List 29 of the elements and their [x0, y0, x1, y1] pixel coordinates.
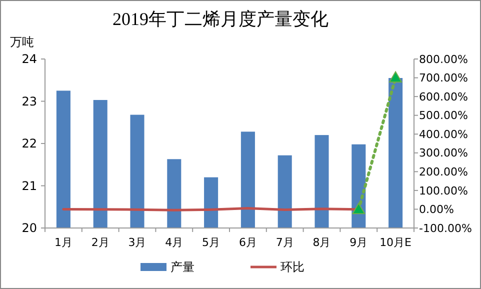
y-tick-label: 23: [22, 94, 37, 108]
legend-label: 产量: [170, 260, 194, 274]
chart-title: 2019年丁二烯月度产量变化: [112, 9, 328, 29]
x-tick-label: 7月: [276, 236, 294, 249]
y2-tick-label: 100.00%: [419, 184, 468, 198]
y-axis-title: 万吨: [10, 35, 34, 49]
legend-label: 环比: [280, 260, 304, 274]
y-tick-label: 22: [22, 136, 37, 151]
y2-tick-label: 400.00%: [419, 128, 468, 141]
x-tick-label: 1月: [54, 236, 72, 249]
y2-tick-label: 600.00%: [419, 90, 468, 104]
y-tick-label: 20: [22, 221, 37, 236]
y2-tick-label: 500.00%: [419, 109, 468, 122]
x-tick-label: 9月: [350, 236, 368, 249]
y-tick-label: 24: [22, 52, 37, 66]
y-tick-label: 21: [22, 178, 37, 193]
y2-tick-label: 700.00%: [419, 72, 468, 85]
y2-tick-label: 200.00%: [419, 166, 468, 179]
x-tick-label: 4月: [165, 236, 184, 249]
y2-tick-label: -100.00%: [419, 222, 472, 235]
x-tick-label: 8月: [312, 236, 331, 249]
x-tick-label: 3月: [128, 236, 146, 249]
x-tick-label: 2月: [91, 236, 110, 249]
y2-tick-label: 300.00%: [419, 146, 468, 160]
y2-tick-label: 0.00%: [419, 203, 454, 216]
y2-tick-label: 800.00%: [419, 52, 468, 66]
x-tick-label: 10月E: [380, 236, 412, 249]
x-tick-label: 6月: [238, 236, 257, 249]
x-tick-label: 5月: [202, 236, 220, 249]
